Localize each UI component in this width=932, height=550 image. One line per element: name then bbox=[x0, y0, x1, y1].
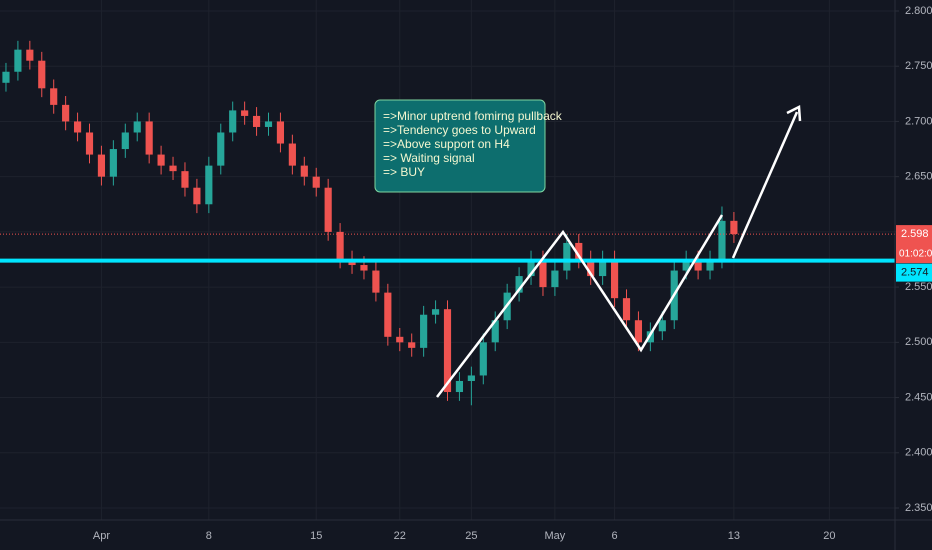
level-badge bbox=[896, 263, 932, 282]
candle-body bbox=[205, 165, 213, 205]
candle-body bbox=[14, 49, 22, 72]
countdown-label: 01:02:07 bbox=[899, 249, 932, 260]
candle-body bbox=[50, 88, 58, 105]
candle-body bbox=[443, 309, 452, 393]
candle-body bbox=[252, 115, 261, 127]
candle-body bbox=[408, 342, 416, 348]
candle-body bbox=[85, 132, 94, 155]
candle-body bbox=[372, 270, 380, 293]
candle-body bbox=[133, 121, 141, 133]
axis-labels: 2.3502.4002.4502.5002.5502.6002.6502.700… bbox=[93, 5, 932, 542]
candle-body bbox=[622, 298, 631, 321]
y-tick-label: 2.800 bbox=[905, 5, 932, 17]
candle-body bbox=[300, 165, 308, 177]
candle-body bbox=[26, 49, 34, 61]
candle-body bbox=[109, 149, 117, 177]
annotation-line: =>Minor uptrend fomirng pullback bbox=[383, 109, 563, 123]
candle-body bbox=[62, 104, 70, 122]
candle-body bbox=[551, 270, 559, 288]
candle-body bbox=[706, 259, 714, 271]
candle-body bbox=[73, 121, 82, 133]
x-tick-label: May bbox=[545, 530, 566, 542]
candle-body bbox=[730, 220, 738, 235]
candle-body bbox=[587, 259, 595, 277]
candle-body bbox=[241, 110, 249, 116]
candle-body bbox=[682, 259, 690, 271]
x-tick-label: 8 bbox=[206, 530, 212, 542]
x-tick-label: 13 bbox=[728, 530, 740, 542]
candle-body bbox=[575, 242, 583, 260]
x-tick-label: 25 bbox=[465, 530, 477, 542]
candle-body bbox=[431, 309, 440, 315]
arrow-head bbox=[786, 105, 802, 122]
candle-body bbox=[288, 143, 296, 166]
y-tick-label: 2.550 bbox=[905, 281, 932, 293]
annotation-box: =>Minor uptrend fomirng pullback =>Tende… bbox=[374, 99, 563, 193]
candle-body bbox=[38, 60, 46, 89]
x-tick-label: 20 bbox=[823, 530, 835, 542]
candle-body bbox=[229, 110, 237, 133]
candle-body bbox=[276, 121, 285, 144]
candle-body bbox=[360, 265, 368, 271]
last-price-badge bbox=[896, 225, 932, 264]
annotation-line: =>Tendency goes to Upward bbox=[383, 123, 536, 137]
candle-body bbox=[157, 154, 165, 166]
candle-body bbox=[515, 276, 523, 293]
candle-body bbox=[312, 176, 320, 188]
annotation-background bbox=[374, 99, 546, 193]
candle-body bbox=[563, 242, 571, 271]
candle-body bbox=[658, 320, 666, 332]
candle-body bbox=[718, 220, 726, 260]
candle-body bbox=[97, 154, 106, 177]
candle-body bbox=[121, 132, 129, 150]
candle-body bbox=[634, 320, 643, 343]
candle-body bbox=[193, 187, 201, 205]
candle-body bbox=[336, 231, 344, 260]
y-tick-label: 2.450 bbox=[905, 391, 932, 403]
annotation-line: =>Above support on H4 bbox=[383, 137, 510, 151]
candle-body bbox=[420, 314, 428, 348]
candle-body bbox=[217, 132, 225, 166]
zigzag-drawing bbox=[436, 214, 724, 398]
candle-body bbox=[479, 342, 487, 376]
candle-body bbox=[2, 71, 10, 83]
candle-body bbox=[396, 336, 404, 343]
candle-body bbox=[491, 320, 499, 343]
y-tick-label: 2.500 bbox=[905, 336, 932, 348]
candle-body bbox=[527, 259, 535, 277]
candle-body bbox=[145, 121, 153, 155]
annotation-line: => Waiting signal bbox=[383, 151, 475, 165]
y-tick-label: 2.650 bbox=[905, 171, 932, 183]
x-tick-label: 15 bbox=[310, 530, 322, 542]
y-tick-label: 2.700 bbox=[905, 115, 932, 127]
last-price-label: 2.598 bbox=[901, 228, 929, 240]
arrow-shaft bbox=[731, 111, 799, 259]
candle-body bbox=[599, 259, 607, 277]
x-tick-label: 6 bbox=[612, 530, 618, 542]
candle-body bbox=[610, 259, 619, 299]
x-tick-label: 22 bbox=[394, 530, 406, 542]
level-label: 2.574 bbox=[901, 267, 929, 279]
candle-body bbox=[169, 165, 177, 172]
candle-body bbox=[181, 171, 189, 188]
y-tick-label: 2.350 bbox=[905, 502, 932, 514]
y-tick-label: 2.400 bbox=[905, 447, 932, 459]
candle-body bbox=[324, 187, 332, 232]
x-tick-label: Apr bbox=[93, 530, 110, 542]
overlay bbox=[0, 233, 895, 263]
candle-body bbox=[539, 259, 547, 288]
candle-body bbox=[384, 292, 392, 337]
y-tick-label: 2.750 bbox=[905, 60, 932, 72]
candle-body bbox=[467, 375, 475, 381]
candle-body bbox=[455, 380, 464, 393]
candle-body bbox=[264, 121, 273, 127]
candle-body bbox=[694, 259, 702, 271]
annotation-line: => BUY bbox=[383, 165, 425, 179]
